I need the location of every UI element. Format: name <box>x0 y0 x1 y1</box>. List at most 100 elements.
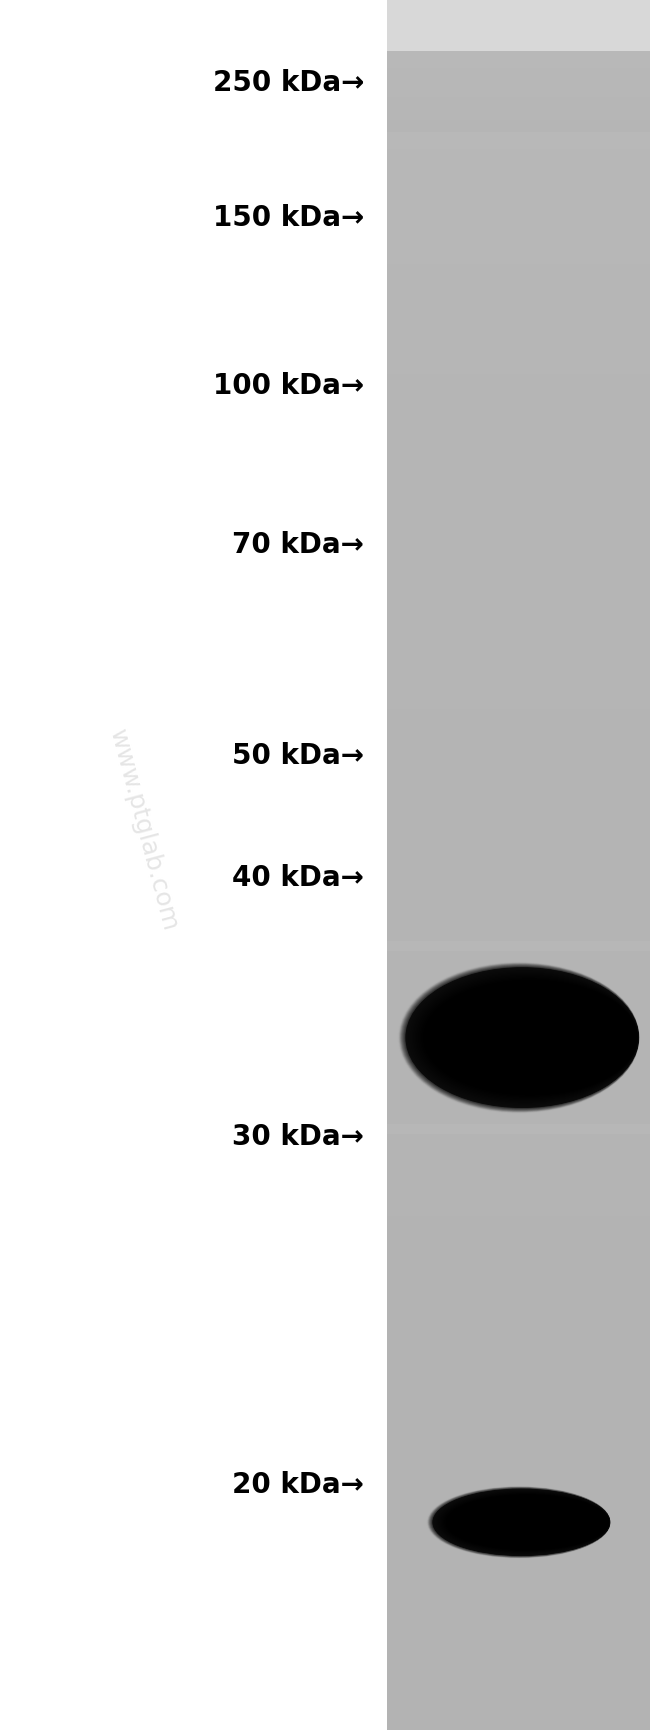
Bar <box>387 865 650 870</box>
Ellipse shape <box>415 998 448 1078</box>
Bar <box>387 0 650 52</box>
Bar <box>387 1419 650 1424</box>
Ellipse shape <box>428 1488 610 1557</box>
Bar <box>387 1510 650 1517</box>
Bar <box>387 704 650 709</box>
Bar <box>387 497 650 502</box>
Bar <box>387 1268 650 1275</box>
Bar <box>387 507 650 514</box>
Ellipse shape <box>415 974 638 1102</box>
Bar <box>387 611 650 618</box>
Bar <box>387 1545 650 1552</box>
Bar <box>387 870 650 877</box>
Ellipse shape <box>410 971 638 1105</box>
Bar <box>387 1315 650 1320</box>
Bar <box>387 887 650 894</box>
Bar <box>387 934 650 939</box>
Ellipse shape <box>437 1491 610 1554</box>
Bar <box>387 1540 650 1545</box>
Bar <box>387 1355 650 1362</box>
Ellipse shape <box>439 1491 609 1554</box>
Text: 70 kDa→: 70 kDa→ <box>232 531 364 559</box>
Bar <box>387 438 650 445</box>
Ellipse shape <box>445 1495 609 1550</box>
Bar <box>387 1597 650 1604</box>
Bar <box>387 74 650 81</box>
Bar <box>387 1586 650 1592</box>
Bar <box>387 1609 650 1614</box>
Ellipse shape <box>411 972 638 1104</box>
Bar <box>387 536 650 541</box>
Bar <box>387 1021 650 1026</box>
Ellipse shape <box>436 1502 465 1543</box>
Ellipse shape <box>447 1507 466 1538</box>
Ellipse shape <box>416 976 638 1100</box>
Bar <box>387 692 650 697</box>
Bar <box>387 317 650 324</box>
Bar <box>387 1182 650 1189</box>
Bar <box>0 0 387 1730</box>
Ellipse shape <box>406 969 639 1107</box>
Bar <box>387 1154 650 1159</box>
Ellipse shape <box>409 971 638 1105</box>
Bar <box>387 242 650 247</box>
Bar <box>387 104 650 109</box>
Ellipse shape <box>443 1505 465 1540</box>
Bar <box>387 1206 650 1211</box>
Bar <box>387 1112 650 1119</box>
Bar <box>387 1026 650 1033</box>
Bar <box>387 1579 650 1586</box>
Bar <box>387 1713 650 1718</box>
Bar <box>387 415 650 420</box>
Bar <box>387 1701 650 1708</box>
Bar <box>387 818 650 825</box>
Ellipse shape <box>443 1493 609 1552</box>
Bar <box>387 138 650 144</box>
Ellipse shape <box>427 1486 610 1559</box>
Bar <box>387 1493 650 1500</box>
Bar <box>387 618 650 623</box>
Bar <box>387 1164 650 1171</box>
Bar <box>387 1389 650 1396</box>
Bar <box>387 375 650 381</box>
Bar <box>387 393 650 398</box>
Bar <box>387 116 650 121</box>
Ellipse shape <box>437 1503 465 1541</box>
Ellipse shape <box>433 1490 610 1555</box>
Ellipse shape <box>444 1505 465 1540</box>
Bar <box>387 467 650 472</box>
Ellipse shape <box>423 981 637 1095</box>
Ellipse shape <box>413 998 448 1078</box>
Ellipse shape <box>410 971 638 1105</box>
Bar <box>387 784 650 791</box>
Bar <box>387 265 650 272</box>
Bar <box>387 462 650 467</box>
Ellipse shape <box>441 1493 609 1552</box>
Bar <box>387 225 650 230</box>
Ellipse shape <box>416 976 638 1100</box>
Ellipse shape <box>442 1493 609 1552</box>
Ellipse shape <box>446 1495 608 1550</box>
Bar <box>387 455 650 462</box>
Bar <box>387 1517 650 1522</box>
Bar <box>387 1528 650 1535</box>
Ellipse shape <box>419 977 638 1099</box>
Ellipse shape <box>405 967 639 1109</box>
Ellipse shape <box>420 977 638 1099</box>
Bar <box>387 808 650 813</box>
Ellipse shape <box>427 1486 610 1559</box>
Bar <box>387 1327 650 1332</box>
Bar <box>387 1483 650 1488</box>
Ellipse shape <box>444 1495 609 1550</box>
Bar <box>387 1401 650 1406</box>
Ellipse shape <box>436 1491 610 1554</box>
Bar <box>387 1644 650 1649</box>
Bar <box>387 606 650 611</box>
Ellipse shape <box>411 972 638 1104</box>
Ellipse shape <box>404 967 639 1109</box>
Bar <box>387 1718 650 1725</box>
Ellipse shape <box>433 1490 610 1555</box>
Bar <box>387 1349 650 1355</box>
Bar <box>387 541 650 548</box>
Ellipse shape <box>403 965 639 1111</box>
